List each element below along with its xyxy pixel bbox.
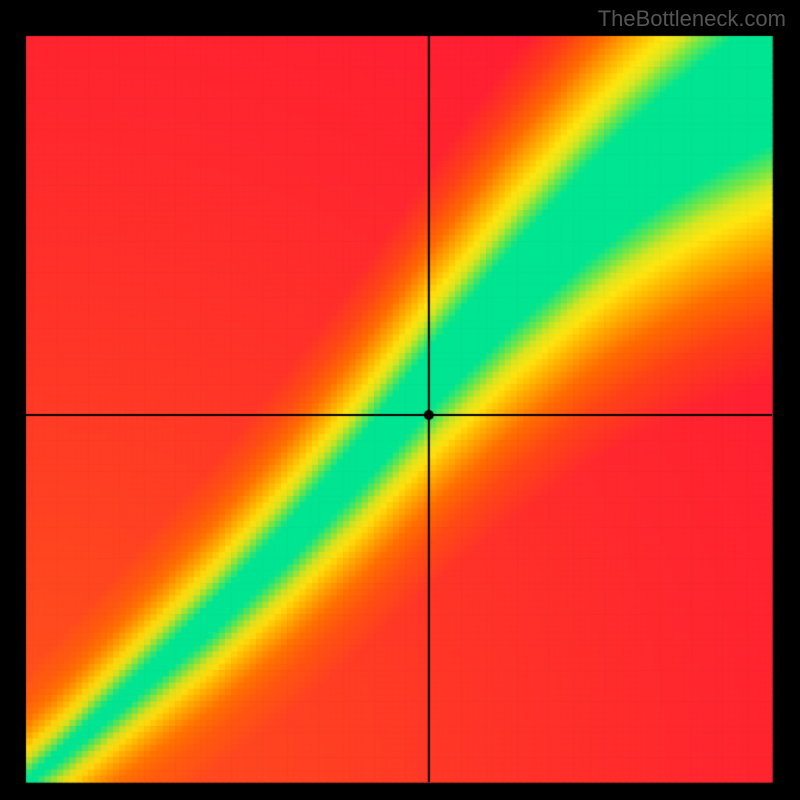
chart-container: TheBottleneck.com <box>0 0 800 800</box>
watermark-label: TheBottleneck.com <box>598 6 786 32</box>
bottleneck-heatmap-canvas <box>0 0 800 800</box>
